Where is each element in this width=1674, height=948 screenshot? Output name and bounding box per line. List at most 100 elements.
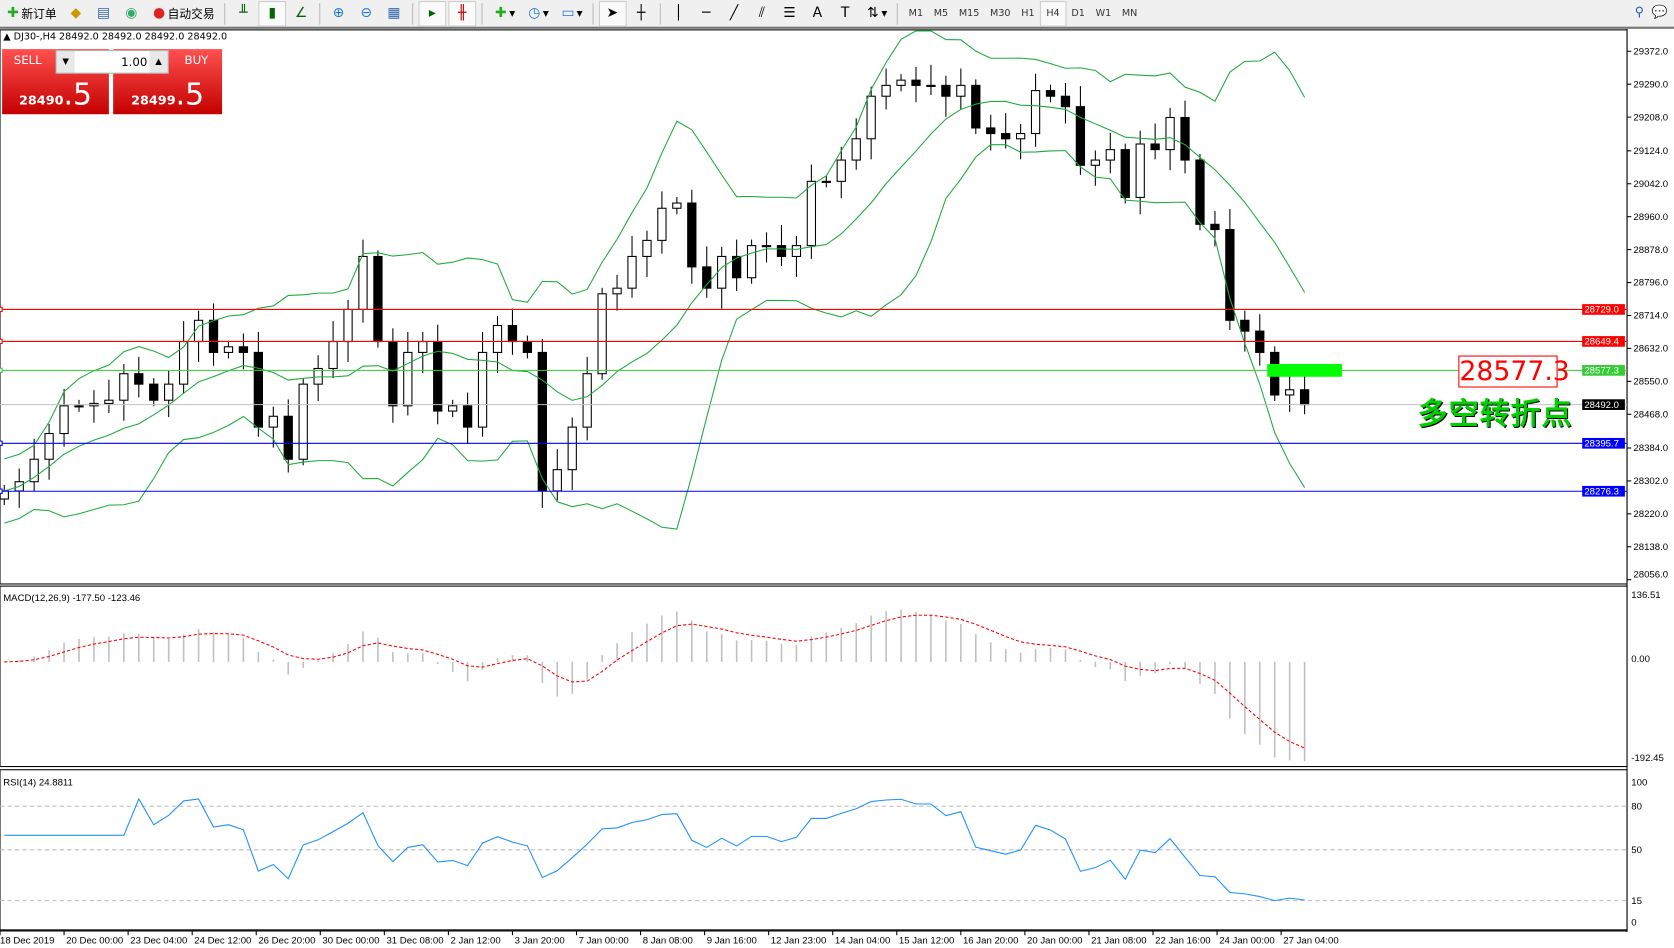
crosshair-button[interactable]: ┼ xyxy=(628,2,654,25)
candle-bull xyxy=(1030,90,1041,135)
divider xyxy=(319,2,321,25)
periods-button[interactable]: ◷ ▾ xyxy=(522,2,554,25)
timeframe-m5[interactable]: M5 xyxy=(933,8,949,19)
time-label: 24 Dec 12:00 xyxy=(194,936,251,947)
templates-button[interactable]: ▭ ▾ xyxy=(561,4,583,21)
timeframe-h1[interactable]: H1 xyxy=(1021,8,1035,19)
line-handle xyxy=(0,338,3,345)
arrows-button[interactable]: ⇅ ▾ xyxy=(860,2,892,25)
navigator-icon: ▤ xyxy=(96,4,111,21)
zoom-out-button[interactable]: ⊖ xyxy=(353,2,379,25)
sell-price-big: 28490 xyxy=(18,92,64,108)
candle-bear xyxy=(1210,223,1220,231)
template-icon: ▭ xyxy=(561,4,575,21)
auto-trading-button[interactable]: ● 自动交易 xyxy=(146,2,219,25)
price-tick-label: 28796.0 xyxy=(1633,278,1668,289)
chart-shift-button[interactable]: ╫ xyxy=(448,0,477,27)
chat-icon[interactable]: 💬 xyxy=(1651,4,1668,20)
pivot-annotation-text[interactable]: 多空转折点 xyxy=(1417,396,1573,432)
candle-bull xyxy=(926,84,936,87)
candle-bear xyxy=(1060,95,1071,108)
market-watch-button[interactable]: ◆ xyxy=(63,2,89,25)
candle-bear xyxy=(149,383,159,401)
text-button[interactable]: A xyxy=(805,2,831,25)
candle-bull xyxy=(313,367,323,385)
timeframe-m1[interactable]: M1 xyxy=(908,8,924,19)
rsi-label: RSI(14) 24.8811 xyxy=(3,778,73,789)
candle-bull xyxy=(448,405,458,412)
timeframe-m15[interactable]: M15 xyxy=(958,8,980,19)
sell-price: 28490.5 xyxy=(2,77,109,112)
auto-scroll-button[interactable]: ▸ xyxy=(418,0,447,27)
trendline-button[interactable]: ╱ xyxy=(721,2,747,25)
price-tick-label: 29042.0 xyxy=(1633,179,1668,190)
price-tick-label: 28056.0 xyxy=(1633,570,1668,581)
candlestick-button[interactable]: ▮ xyxy=(258,0,287,27)
tile-windows-button[interactable]: ▦ xyxy=(381,2,407,25)
navigator-button[interactable]: ▤ xyxy=(91,2,117,25)
chart-shift-icon: ╫ xyxy=(458,4,467,21)
candle-bull xyxy=(717,255,727,289)
candle-bull xyxy=(881,84,891,97)
candle-bull xyxy=(74,405,84,408)
line-chart-button[interactable]: ∠ xyxy=(288,2,314,25)
candle-bull xyxy=(1015,133,1026,140)
pivot-price-label[interactable]: 28577.3 xyxy=(1458,355,1570,388)
candle-bull xyxy=(866,95,876,140)
search-icon[interactable]: ⚲ xyxy=(1634,4,1645,20)
candle-bull xyxy=(1165,116,1175,151)
timeframe-m30[interactable]: M30 xyxy=(990,8,1011,19)
timeframe-bar: M1 M5 M15 M30 H1 H4 D1 W1 MN xyxy=(903,0,1142,27)
price-tick-label: 28302.0 xyxy=(1633,476,1668,487)
candle-bear xyxy=(388,341,398,407)
line-handle xyxy=(0,367,3,374)
time-label: 24 Jan 00:00 xyxy=(1219,936,1274,947)
auto-trading-icon: ● xyxy=(153,4,166,21)
candle-bear xyxy=(522,341,533,353)
candle-bull xyxy=(418,341,428,353)
candle-bull xyxy=(851,138,861,161)
text-label-button[interactable]: T xyxy=(832,2,858,25)
time-label: 16 Jan 20:00 xyxy=(963,936,1018,947)
price-tag-label: 28577.3 xyxy=(1584,366,1619,377)
vertical-line-button[interactable]: │ xyxy=(666,2,692,25)
candle-bull xyxy=(44,433,54,460)
chart-area[interactable]: 29372.0 29290.0 29208.0 29124.0 29042.0 28960… xyxy=(0,28,1674,948)
lot-input[interactable] xyxy=(74,51,150,73)
timeframe-w1[interactable]: W1 xyxy=(1095,8,1112,19)
divider xyxy=(592,2,594,25)
macd-tick-label: 0.00 xyxy=(1631,654,1650,665)
indicators-button[interactable]: ✚ ▾ xyxy=(488,2,520,25)
price-tick-label: 28878.0 xyxy=(1633,245,1668,256)
zoom-in-button[interactable]: ⊕ xyxy=(326,2,352,25)
bar-chart-button[interactable]: ╨ xyxy=(231,2,257,25)
candle-bull xyxy=(119,373,129,401)
timeframe-h4[interactable]: H4 xyxy=(1039,0,1067,27)
equidistant-channel-button[interactable]: ⫽ xyxy=(749,2,775,25)
text-icon: A xyxy=(812,4,823,21)
candle-bull xyxy=(642,239,652,257)
time-label: 20 Dec 00:00 xyxy=(66,936,123,947)
candle-bull xyxy=(358,255,368,310)
candle-bull xyxy=(552,469,562,492)
price-tick-label: 29290.0 xyxy=(1633,79,1668,90)
signals-button[interactable]: ◉ xyxy=(119,2,145,25)
candle-bull xyxy=(806,180,817,247)
cursor-button[interactable]: ➤ xyxy=(598,0,627,27)
one-click-trading-panel: SELL 28490.5 BUY 28499.5 ▼ ▲ xyxy=(2,49,223,115)
candle-bear xyxy=(1045,90,1056,97)
lot-decrease-button[interactable]: ▼ xyxy=(56,51,75,73)
time-label: 12 Jan 23:00 xyxy=(771,936,826,947)
timeframe-d1[interactable]: D1 xyxy=(1071,8,1085,19)
macd-tick-label: -192.45 xyxy=(1631,753,1664,764)
new-order-button[interactable]: ✚ 新订单 xyxy=(0,2,61,25)
buy-price-big: 28499 xyxy=(131,92,176,108)
horizontal-line-button[interactable]: ─ xyxy=(694,2,720,25)
fibonacci-button[interactable]: ☰ xyxy=(777,2,803,25)
timeframe-mn[interactable]: MN xyxy=(1121,8,1138,19)
macd-signal-line xyxy=(4,614,1305,749)
lot-increase-button[interactable]: ▲ xyxy=(149,51,168,73)
candle-bear xyxy=(941,84,951,97)
price-tick-label: 29124.0 xyxy=(1633,146,1668,157)
price-tag-label: 28395.7 xyxy=(1584,438,1619,449)
